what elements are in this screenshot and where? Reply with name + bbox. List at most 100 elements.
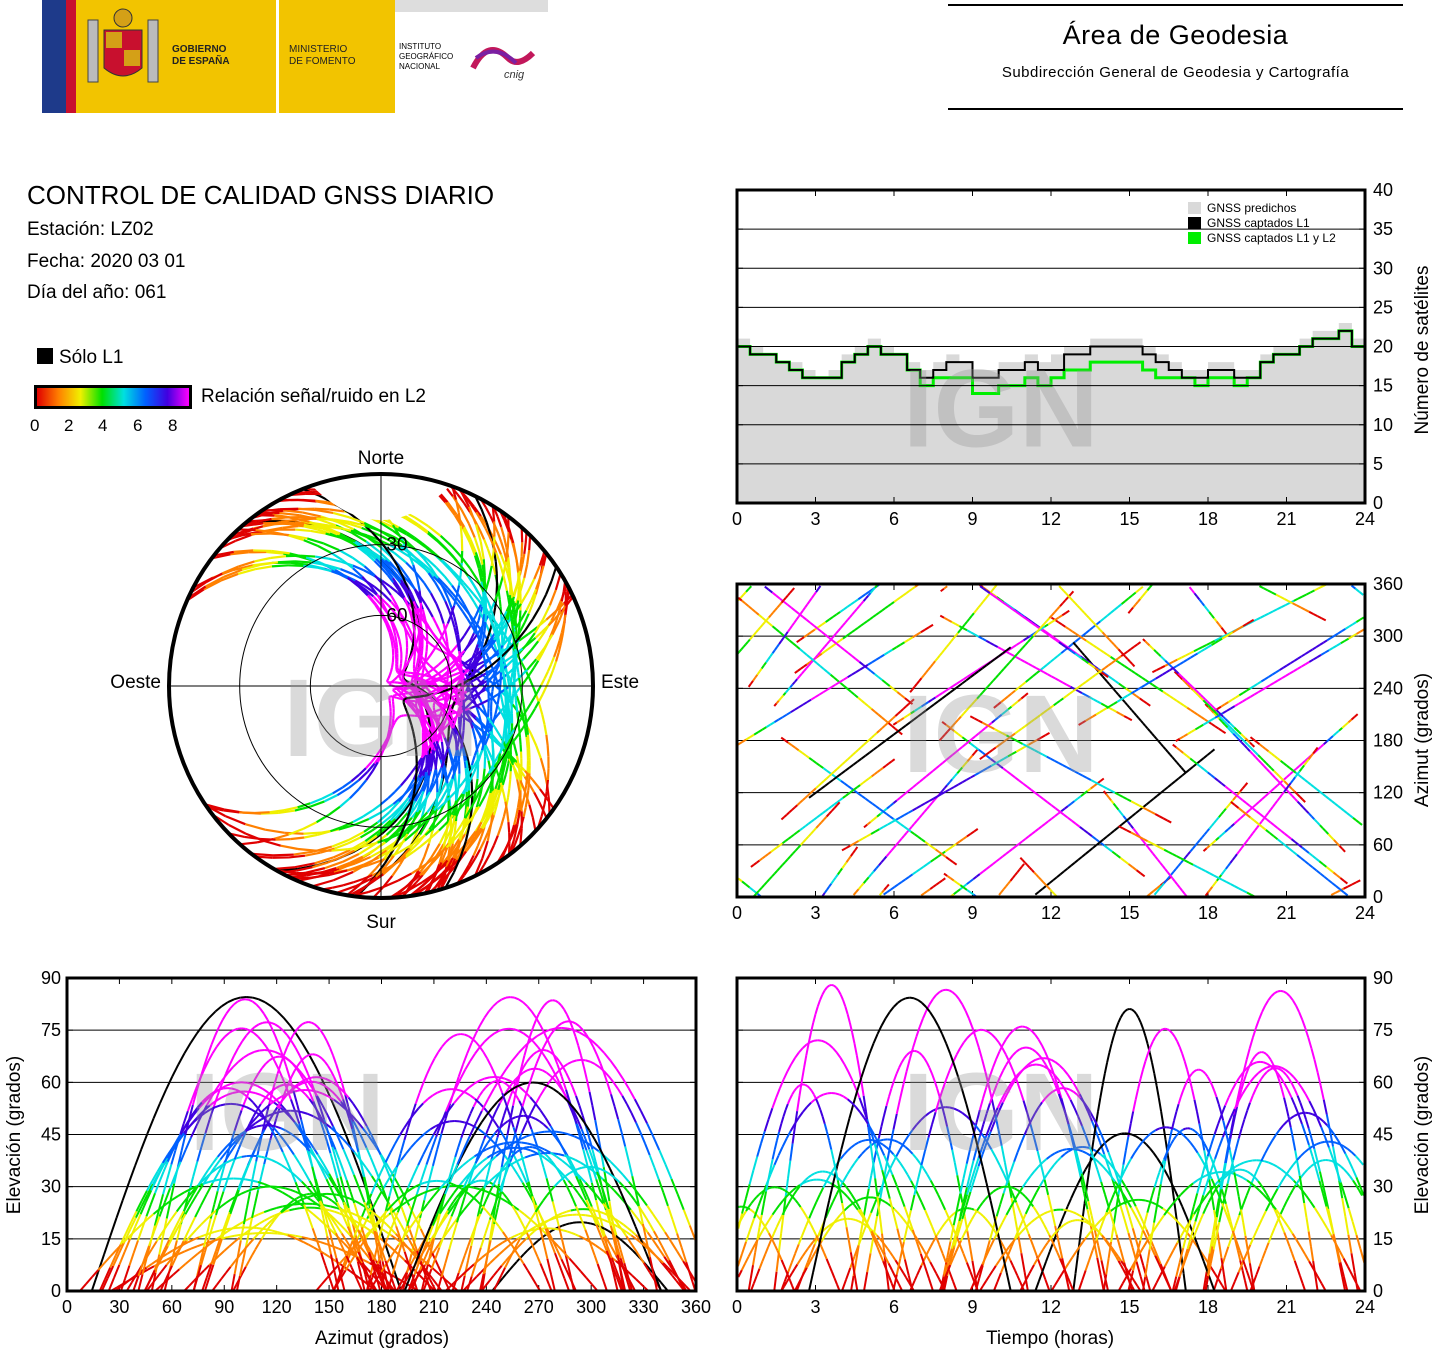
sky-track-seg xyxy=(394,784,402,793)
sky-track-seg xyxy=(533,564,541,580)
az-track-seg xyxy=(1049,879,1054,884)
az-track-seg xyxy=(1071,630,1077,635)
az-track-seg xyxy=(1316,821,1321,826)
sky-track-seg xyxy=(555,652,560,662)
sky-track-seg xyxy=(528,783,536,793)
az-track-seg xyxy=(961,623,966,628)
sky-track-seg xyxy=(553,648,558,658)
snr-tick-2: 2 xyxy=(64,416,74,435)
az-track-seg xyxy=(791,681,796,686)
sky-track-seg xyxy=(473,750,478,756)
az-track-seg xyxy=(1310,815,1316,820)
az-track-seg xyxy=(1286,662,1292,667)
az-track-seg xyxy=(953,890,958,895)
az-track-seg xyxy=(1309,589,1316,594)
sky-track-seg xyxy=(311,873,331,879)
series-line-1 xyxy=(737,329,1366,379)
sky-track-seg xyxy=(420,630,424,640)
az-track-seg xyxy=(1031,869,1035,873)
az-track-seg xyxy=(799,799,804,804)
az-track-seg xyxy=(761,616,767,622)
sky-track-seg xyxy=(510,704,514,714)
az-track-seg xyxy=(1353,713,1359,718)
sky-track-seg xyxy=(358,844,375,855)
y-tick-label: 180 xyxy=(1373,731,1403,751)
sky-track-seg xyxy=(489,633,496,641)
x-tick-label: 6 xyxy=(889,509,899,529)
az-track-seg xyxy=(924,841,930,846)
az-track-seg xyxy=(812,787,817,792)
az-track-seg xyxy=(969,878,974,883)
az-track-seg xyxy=(1104,634,1108,638)
az-track-seg xyxy=(1301,846,1307,851)
az-track-seg xyxy=(943,872,948,877)
az-track-seg xyxy=(1016,868,1021,873)
sky-track-seg xyxy=(349,523,362,529)
az-track-seg xyxy=(920,802,926,807)
az-track-seg xyxy=(1296,793,1301,798)
sky-track-seg xyxy=(543,634,554,649)
sky-track-seg xyxy=(530,640,540,652)
az-track-seg xyxy=(828,778,834,784)
sky-track-seg xyxy=(383,840,398,851)
az-track-seg xyxy=(930,858,935,863)
az-track-seg xyxy=(826,640,831,645)
sky-track-seg xyxy=(497,618,504,628)
az-track-seg xyxy=(1179,859,1184,864)
az-track-seg xyxy=(1193,592,1198,598)
az-track-seg xyxy=(905,590,910,595)
az-track-seg xyxy=(1297,595,1303,600)
az-track-seg xyxy=(883,855,888,861)
sky-track-seg xyxy=(523,707,527,715)
az-track-seg xyxy=(875,864,880,869)
sky-track-seg xyxy=(393,552,407,564)
x-tick-label: 0 xyxy=(732,509,742,529)
sky-track-seg xyxy=(294,862,315,869)
sky-track-seg xyxy=(528,666,535,675)
sky-track-seg xyxy=(392,581,400,590)
az-track-seg xyxy=(860,882,865,887)
az-track-seg xyxy=(744,602,750,608)
az-track-seg xyxy=(1110,656,1115,661)
sky-track-seg xyxy=(399,566,410,579)
sky-track-seg xyxy=(380,567,389,576)
az-track-seg xyxy=(1214,725,1220,730)
az-track-seg xyxy=(747,585,753,590)
sky-track-seg xyxy=(381,803,394,813)
sky-track-seg xyxy=(327,856,342,864)
sky-track-seg xyxy=(388,722,392,730)
az-track-seg xyxy=(1322,793,1327,798)
az-track-seg xyxy=(1081,853,1087,858)
az-track-seg xyxy=(1124,597,1130,602)
sky-track-seg xyxy=(513,689,517,696)
az-track-seg xyxy=(938,879,943,884)
az-track-seg xyxy=(784,838,789,842)
az-track-seg xyxy=(1113,827,1119,832)
az-track-seg xyxy=(881,716,886,722)
az-track-seg xyxy=(1041,822,1046,828)
az-track-seg xyxy=(1103,614,1109,620)
sky-track-seg xyxy=(314,856,334,865)
sky-track-seg xyxy=(426,640,431,645)
sky-track-seg xyxy=(467,523,476,538)
az-track-seg xyxy=(1322,639,1328,644)
az-track-seg xyxy=(784,858,789,863)
az-track-seg xyxy=(1108,638,1113,643)
az-track-seg xyxy=(844,758,849,763)
x-tick-label: 3 xyxy=(810,509,820,529)
sky-track-seg xyxy=(487,799,492,809)
sky-track-seg xyxy=(431,689,437,694)
az-track-seg xyxy=(1252,738,1258,743)
az-track-seg xyxy=(1327,833,1332,838)
az-track-seg xyxy=(1255,801,1260,806)
sky-track-seg xyxy=(368,832,383,845)
az-track-seg xyxy=(1283,598,1289,602)
sky-track-seg xyxy=(397,872,413,882)
sky-track-seg xyxy=(423,618,428,625)
az-track-seg xyxy=(737,877,743,883)
snr-tick-6: 6 xyxy=(133,416,143,435)
sky-track-seg xyxy=(429,649,435,657)
az-track-seg xyxy=(924,800,930,805)
az-track-seg xyxy=(1254,826,1258,832)
y-tick-label: 20 xyxy=(1373,337,1393,357)
